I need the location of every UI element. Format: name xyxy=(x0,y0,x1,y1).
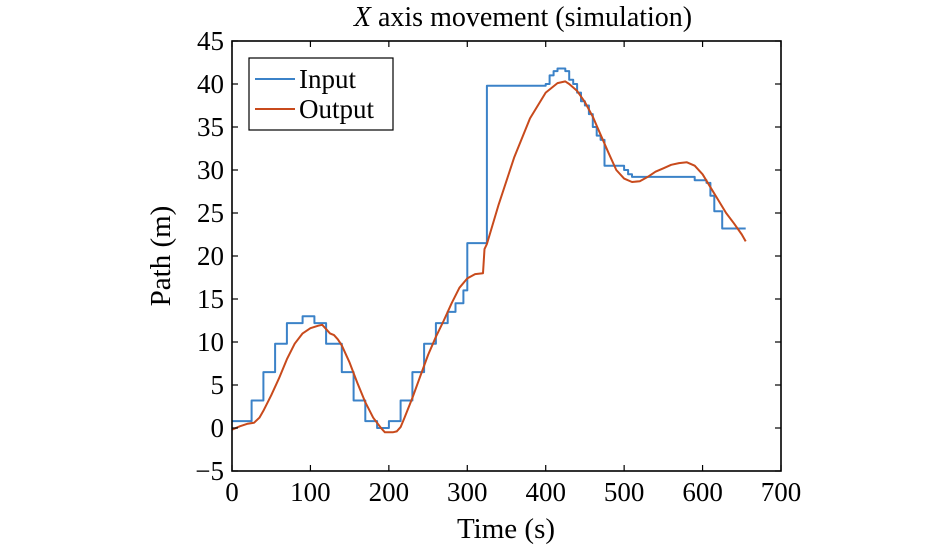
x-axis: 0 100 200 300 400 500 600 700 xyxy=(225,41,801,507)
legend-label-output: Output xyxy=(299,94,375,124)
x-tick-label: 700 xyxy=(761,477,802,507)
series-line-input xyxy=(232,67,746,429)
y-axis: −5 0 5 10 15 20 25 30 35 40 45 xyxy=(195,26,781,486)
legend-box xyxy=(248,57,394,131)
x-tick-label: 100 xyxy=(290,477,331,507)
x-tick-label: 0 xyxy=(225,477,239,507)
series-line-output xyxy=(231,80,747,434)
x-tick-label: 300 xyxy=(447,477,488,507)
x-tick-label: 600 xyxy=(682,477,723,507)
legend-label-input: Input xyxy=(299,64,356,94)
y-tick-label: 0 xyxy=(211,413,225,443)
y-tick-label: 20 xyxy=(197,241,224,271)
y-axis-label: Path (m) xyxy=(145,206,177,307)
y-tick-label: −5 xyxy=(195,456,224,486)
chart-title-variable: X xyxy=(353,2,372,33)
chart-title-text: axis movement (simulation) xyxy=(371,2,692,33)
y-tick-label: 30 xyxy=(197,155,224,185)
y-tick-label: 10 xyxy=(197,327,224,357)
x-tick-label: 400 xyxy=(525,477,566,507)
y-tick-label: 45 xyxy=(197,26,224,56)
y-tick-label: 5 xyxy=(211,370,225,400)
legend: Input Output xyxy=(248,57,394,131)
plot-data xyxy=(231,67,747,434)
y-tick-label: 35 xyxy=(197,112,224,142)
x-tick-label: 200 xyxy=(369,477,410,507)
chart-title: X axis movement (simulation) xyxy=(353,2,692,33)
y-tick-label: 15 xyxy=(197,284,224,314)
y-tick-label: 25 xyxy=(197,198,224,228)
x-tick-label: 500 xyxy=(604,477,645,507)
x-axis-label: Time (s) xyxy=(457,513,555,545)
y-tick-label: 40 xyxy=(197,69,224,99)
